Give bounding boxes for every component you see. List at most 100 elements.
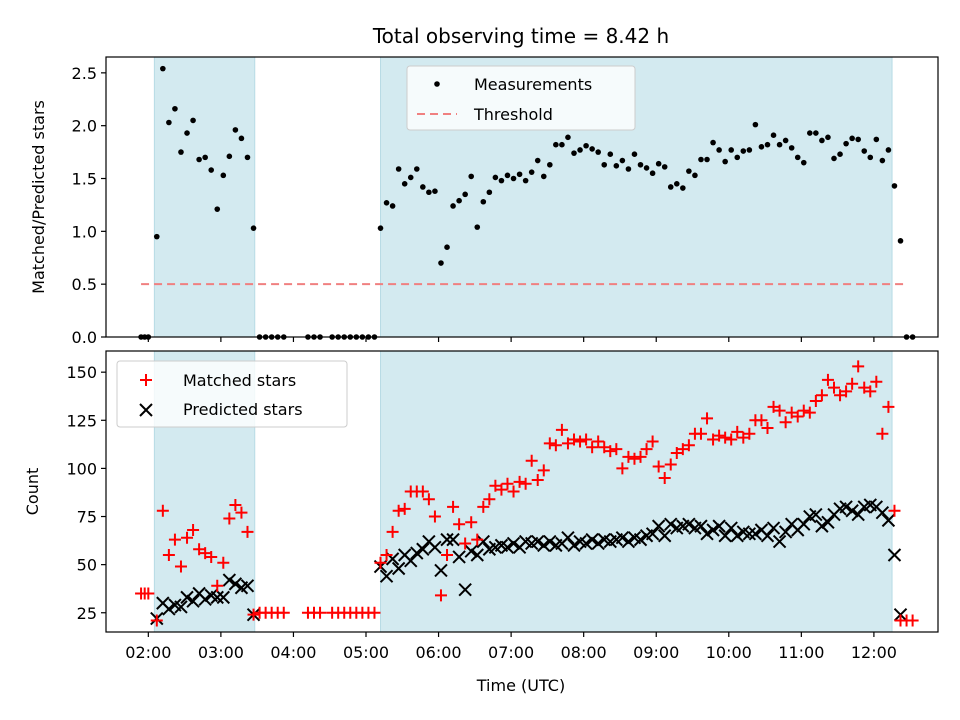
measurement-point — [855, 136, 861, 143]
predicted-star-point — [500, 540, 515, 555]
matched-star-point — [852, 360, 865, 373]
y-tick-label: 1.5 — [72, 170, 97, 189]
measurement-point — [202, 154, 208, 161]
measurement-point — [486, 189, 493, 196]
measurement-point — [813, 130, 819, 136]
predicted-star-point — [391, 561, 406, 576]
matched-star-point — [495, 483, 508, 496]
measurement-point — [619, 157, 626, 164]
matched-star-point — [888, 504, 901, 517]
predicted-star-point — [718, 529, 732, 543]
measurement-point — [867, 154, 874, 161]
matched-star-point — [828, 381, 840, 394]
matched-star-point — [447, 500, 460, 513]
predicted-star-point — [228, 577, 243, 591]
predicted-star-point — [706, 523, 720, 537]
predicted-star-point — [440, 532, 454, 547]
measurement-point — [722, 158, 728, 165]
predicted-star-point — [210, 590, 224, 605]
measurement-point — [389, 203, 396, 209]
y-tick-label: 150 — [66, 363, 97, 382]
measurement-point — [752, 121, 759, 128]
x-tick-label: 11:00 — [778, 643, 824, 662]
matched-star-point — [719, 431, 732, 444]
y-tick-label: 2.0 — [72, 117, 97, 136]
predicted-star-point — [645, 527, 660, 541]
matched-star-point — [537, 464, 550, 477]
measurement-point — [885, 147, 892, 153]
measurement-point — [843, 140, 849, 147]
measurement-point — [547, 161, 553, 168]
measurement-point — [516, 171, 523, 178]
matched-star-point — [314, 606, 327, 619]
measurement-point — [794, 154, 801, 161]
measurement-point — [383, 200, 390, 206]
matched-star-point — [586, 441, 599, 454]
matched-star-point — [398, 502, 411, 515]
predicted-star-point — [724, 521, 738, 535]
legend-measurements-label: Measurements — [474, 75, 592, 94]
matched-star-point — [368, 606, 381, 619]
matched-star-point — [809, 395, 822, 408]
measurement-point — [480, 198, 487, 205]
measurement-point — [420, 184, 426, 190]
predicted-star-point — [506, 536, 521, 551]
measurement-point — [468, 173, 475, 180]
measurement-point — [553, 141, 559, 148]
chart-title: Total observing time = 8.42 h — [372, 24, 669, 48]
measurement-point — [788, 145, 795, 151]
matched-star-point — [422, 493, 435, 506]
legend-bottom: Matched stars Predicted stars — [116, 360, 348, 428]
y-tick-label: 50 — [77, 556, 97, 575]
measurement-point — [528, 169, 535, 175]
matched-star-point — [592, 435, 605, 448]
predicted-star-point — [615, 530, 630, 545]
measurement-point — [686, 168, 692, 174]
predicted-star-point — [887, 548, 902, 562]
legend-top-box — [406, 65, 636, 131]
x-axis-ticks-top — [147, 337, 875, 342]
predicted-star-point — [446, 532, 460, 547]
y-axis-label-bottom: Count — [23, 468, 42, 516]
measurement-point — [238, 135, 245, 142]
measurement-point — [504, 172, 511, 179]
measurement-point — [746, 147, 753, 153]
matched-star-point — [743, 427, 756, 440]
shaded-interval-2 — [380, 350, 893, 633]
predicted-star-point — [561, 530, 575, 545]
matched-star-point — [725, 433, 738, 446]
predicted-star-point — [778, 525, 793, 539]
predicted-star-point — [809, 507, 823, 522]
predicted-star-point — [881, 513, 896, 528]
matched-star-point — [193, 543, 206, 556]
matched-star-point — [187, 523, 200, 536]
measurement-point — [492, 174, 499, 181]
predicted-star-point — [821, 515, 835, 530]
legend-bottom-box — [116, 360, 348, 428]
matched-star-point — [211, 579, 224, 592]
matched-star-point — [634, 450, 647, 463]
x-tick-label: 10:00 — [706, 643, 752, 662]
measurement-point — [897, 238, 904, 244]
measurement-point — [232, 127, 239, 133]
legend-threshold-label: Threshold — [473, 105, 553, 124]
matched-star-point — [755, 414, 768, 427]
matched-star-point — [821, 373, 834, 386]
matched-star-point — [701, 412, 714, 425]
matched-star-point — [247, 608, 260, 621]
matched-star-point — [779, 416, 792, 429]
measurement-point — [661, 164, 668, 170]
matched-star-point — [181, 531, 194, 544]
measurement-point — [444, 244, 450, 250]
measurement-point — [776, 141, 783, 148]
measurement-point — [710, 139, 716, 146]
measurement-point — [534, 157, 541, 164]
measurement-point — [498, 177, 505, 184]
matched-star-point — [501, 477, 514, 490]
measurement-point — [522, 177, 529, 184]
matched-star-point — [162, 549, 175, 562]
x-tick-label: 03:00 — [198, 643, 244, 662]
measurement-point — [758, 144, 765, 150]
predicted-star-point — [180, 590, 194, 605]
predicted-star-point — [682, 517, 696, 531]
